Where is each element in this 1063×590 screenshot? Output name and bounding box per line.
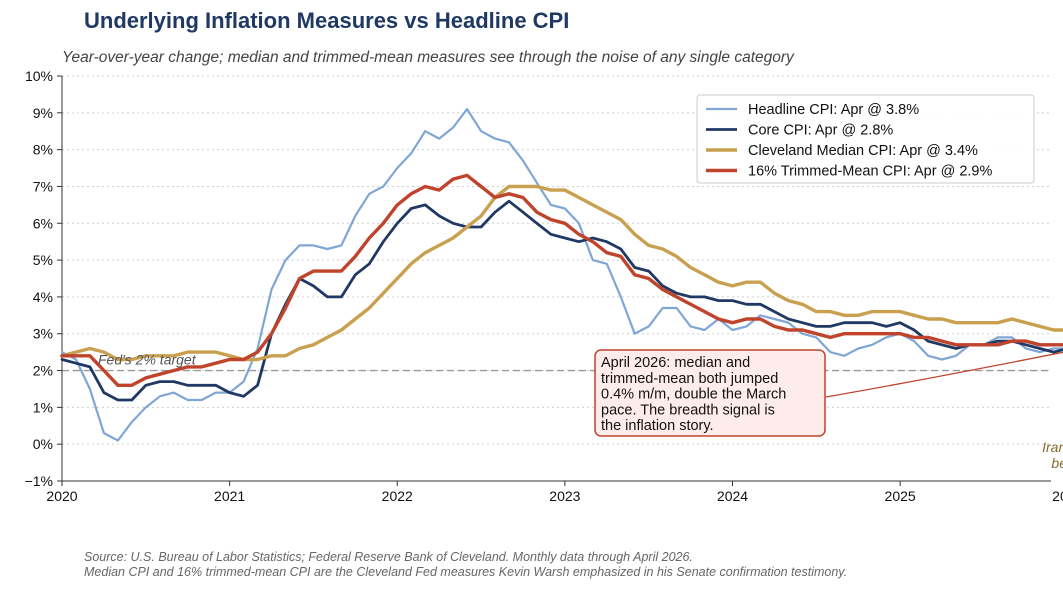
y-tick-label: 2% [33,363,53,379]
y-tick-label: 1% [33,399,53,415]
x-tick-label: 2021 [214,488,245,504]
series-line-4 [60,173,1063,387]
annotation-text: pace. The breadth signal is [601,402,775,418]
chart-title: Underlying Inflation Measures vs Headlin… [84,8,570,33]
y-tick-label: 3% [33,326,53,342]
legend-label: Cleveland Median CPI: Apr @ 3.4% [748,143,978,159]
y-tick-label: 4% [33,289,53,305]
annotation-text: trimmed-mean both jumped [601,371,778,387]
chart-footer: Source: U.S. Bureau of Labor Statistics;… [84,550,847,580]
series-line-3 [60,184,1063,362]
x-tick-label: 2025 [885,488,916,504]
y-tick-label: 5% [33,252,53,268]
x-tick-label: 2026 [1052,488,1063,504]
y-tick-label: 6% [33,215,53,231]
target-label: Fed's 2% target [98,352,197,368]
annotation-box [594,349,826,437]
x-tick-label: 2022 [382,488,413,504]
legend-label: Core CPI: Apr @ 2.8% [748,123,893,139]
y-tick-label: 7% [33,178,53,194]
x-tick-label: 2020 [46,488,77,504]
annotation-arrow [825,351,1063,398]
legend-label: Headline CPI: Apr @ 3.8% [748,102,919,118]
legend-label: 16% Trimmed-Mean CPI: Apr @ 2.9% [748,164,992,180]
methodology-note: Median CPI and 16% trimmed-mean CPI are … [84,565,848,579]
event-label: Iran war [1042,439,1063,455]
x-tick-label: 2024 [717,488,748,504]
chart-subtitle: Year-over-year change; median and trimme… [62,49,794,66]
annotation-text: April 2026: median and [601,355,750,371]
x-tick-label: 2023 [549,488,580,504]
legend-box [696,94,1035,184]
y-tick-label: 10% [25,68,53,84]
series-line-1 [60,107,1063,442]
y-tick-label: 0% [33,436,53,452]
y-tick-label: 8% [33,142,53,158]
event-label: begins [1051,455,1063,471]
y-tick-label: 9% [33,105,53,121]
annotation-text: 0.4% m/m, double the March [601,387,786,403]
y-tick-label: −1% [25,473,53,489]
annotation-text: the inflation story. [601,418,714,434]
source-note: Source: U.S. Bureau of Labor Statistics;… [84,550,693,564]
